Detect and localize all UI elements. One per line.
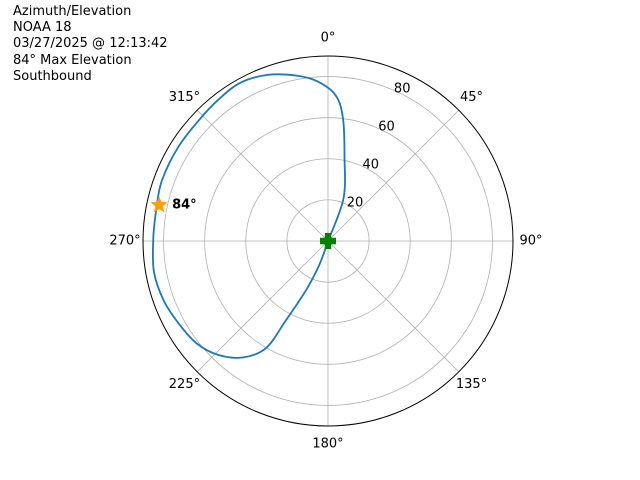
angle-tick-label: 90° (519, 234, 542, 249)
radial-tick-label: 80 (394, 82, 411, 97)
angle-tick-label: 270° (109, 234, 140, 249)
angle-tick-label: 45° (460, 90, 483, 105)
angular-grid-line (196, 109, 329, 242)
max-elevation: 84° Max Elevation (13, 52, 132, 68)
radial-tick-label: 20 (347, 196, 364, 211)
angle-tick-label: 135° (456, 377, 487, 392)
pass-timestamp: 03/27/2025 @ 12:13:42 (13, 36, 168, 52)
max-elevation-star-marker (150, 196, 168, 213)
angle-tick-label: 180° (312, 437, 343, 452)
angle-tick-label: 0° (321, 31, 336, 46)
polar-frame (142, 55, 514, 427)
radial-tick-label: 40 (362, 158, 379, 173)
radial-tick-label: 60 (378, 120, 395, 135)
marker-layer: 84° (150, 196, 336, 249)
pass-direction: Southbound (13, 68, 92, 84)
label-layer: 0° 45° 90° 135° 180° 225° 270° 315° 20 40 60 80 (109, 31, 542, 452)
start-plus-marker (320, 233, 336, 249)
grid-layer (143, 56, 513, 426)
pass-info: Azimuth/Elevation NOAA 18 03/27/2025 @ 1… (13, 4, 168, 85)
max-elevation-label: 84° (172, 198, 197, 213)
angular-grid-line (327, 109, 460, 242)
angle-tick-label: 225° (169, 377, 200, 392)
angular-grid-line (327, 240, 460, 373)
info-title: Azimuth/Elevation (13, 4, 132, 19)
angular-grid-line (196, 240, 329, 373)
angle-tick-label: 315° (169, 90, 200, 105)
pass-track-line (151, 73, 346, 359)
satellite-name: NOAA 18 (13, 20, 72, 36)
